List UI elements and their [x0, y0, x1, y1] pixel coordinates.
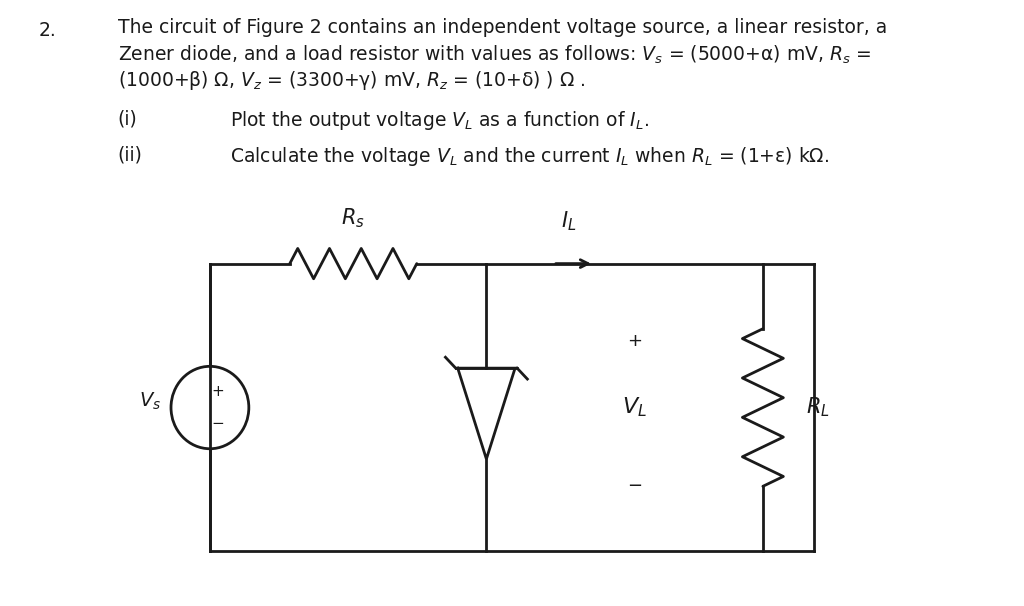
Text: (ii): (ii) — [118, 145, 142, 164]
Text: +: + — [212, 384, 224, 399]
Text: $V_s$: $V_s$ — [138, 391, 161, 412]
Text: $R_L$: $R_L$ — [806, 396, 829, 419]
Text: (i): (i) — [118, 109, 137, 128]
Text: −: − — [628, 478, 642, 495]
Text: −: − — [212, 416, 224, 431]
Text: $R_s$: $R_s$ — [341, 207, 366, 230]
Text: Zener diode, and a load resistor with values as follows: $V_s$ = (5000+α) mV, $R: Zener diode, and a load resistor with va… — [118, 44, 871, 66]
Text: Plot the output voltage $V_L$ as a function of $I_L$.: Plot the output voltage $V_L$ as a funct… — [230, 109, 649, 132]
Text: (1000+β) Ω, $V_z$ = (3300+γ) mV, $R_z$ = (10+δ) ) Ω .: (1000+β) Ω, $V_z$ = (3300+γ) mV, $R_z$ =… — [118, 69, 585, 92]
Text: The circuit of Figure 2 contains an independent voltage source, a linear resisto: The circuit of Figure 2 contains an inde… — [118, 18, 887, 37]
Text: $V_L$: $V_L$ — [623, 396, 647, 419]
Text: Calculate the voltage $V_L$ and the current $I_L$ when $R_L$ = (1+ε) kΩ.: Calculate the voltage $V_L$ and the curr… — [230, 145, 829, 168]
Text: 2.: 2. — [39, 21, 56, 40]
Text: +: + — [628, 332, 642, 350]
Text: $I_L$: $I_L$ — [560, 210, 577, 233]
